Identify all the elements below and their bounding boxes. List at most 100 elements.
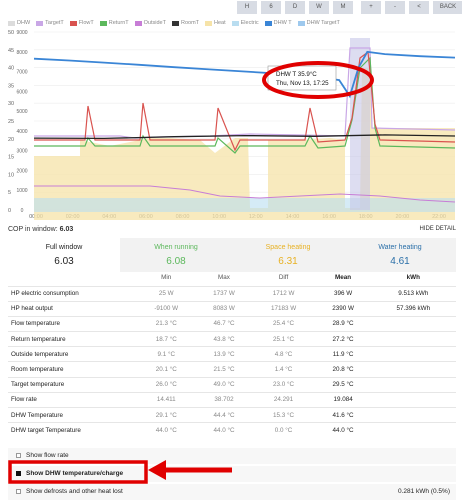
legend-item-dhw[interactable]: DHW xyxy=(8,18,30,28)
col-header-min: Min xyxy=(161,274,172,282)
legend-item-target[interactable]: TargetT xyxy=(36,18,64,28)
checkbox-flow-rate[interactable] xyxy=(16,453,21,458)
nav-hour-button[interactable]: H xyxy=(237,1,257,14)
pan-left-button[interactable]: < xyxy=(409,1,429,14)
diff-value: 25.1 °C xyxy=(251,331,316,347)
zoom-in-button[interactable]: + xyxy=(361,1,381,14)
table-row: Target temperature 26.0 °C 49.0 °C 23.0 °C 2… xyxy=(8,376,456,393)
legend-item-flow[interactable]: FlowT xyxy=(69,18,94,28)
min-value: 29.1 °C xyxy=(136,406,197,423)
legend-item-return[interactable]: ReturnT xyxy=(99,18,129,28)
diff-value: 15.3 °C xyxy=(251,406,316,423)
table-row: Flow temperature 21.3 °C 46.7 °C 25.4 °C 28.… xyxy=(8,315,456,332)
row-label: Flow rate xyxy=(8,391,136,408)
legend-item-electric[interactable]: Electric xyxy=(231,18,259,28)
heat-output-area xyxy=(34,68,455,220)
tooltip-line-2: Thu, Nov 13, 17:25 xyxy=(276,80,329,87)
y-right-tick-label: 8000 xyxy=(16,50,27,56)
tab-label: Space heating xyxy=(265,244,311,251)
tab-value: 4.61 xyxy=(390,256,410,267)
option-show-defrosts[interactable]: Show defrosts and other heat lost 0.281 … xyxy=(8,484,456,500)
tooltip-line-1: DHW T 35.9°C xyxy=(276,71,317,78)
row-label: HP heat output xyxy=(8,300,136,317)
series-line-roomt xyxy=(33,134,456,140)
checkbox-dhw[interactable] xyxy=(16,471,21,476)
hide-detail-link[interactable]: HIDE DETAIL xyxy=(419,226,456,232)
nav-day-button[interactable]: D xyxy=(285,1,305,14)
diff-value: 0.0 °C xyxy=(251,422,316,438)
cop-label: COP in window: xyxy=(8,226,58,233)
legend-item-heat[interactable]: Heat xyxy=(205,18,226,28)
nav-month-button[interactable]: M xyxy=(333,1,353,14)
y-left-tick-label: 30 xyxy=(8,101,14,107)
defrost-heat-lost-value: 0.281 kWh (0.5%) xyxy=(397,488,450,495)
y-right-tick-label: 1000 xyxy=(16,188,27,194)
kwh-value xyxy=(370,331,456,347)
max-value: 44.0 °C xyxy=(196,422,252,438)
zoom-out-button[interactable]: - xyxy=(385,1,405,14)
diff-value: 24.291 xyxy=(251,391,316,408)
diff-value: 1712 W xyxy=(251,285,316,302)
cop-readout: COP in window: 6.03 xyxy=(8,226,73,233)
min-value: 25 W xyxy=(136,285,197,302)
col-header-name xyxy=(8,270,136,286)
max-value: 21.5 °C xyxy=(196,361,252,378)
y-right-tick-label: 4000 xyxy=(16,129,27,135)
option-label: Show flow rate xyxy=(26,452,69,459)
row-label: Flow temperature xyxy=(8,315,136,332)
max-value: 49.0 °C xyxy=(196,376,252,393)
mean-value: 27.2 °C xyxy=(315,331,371,347)
kwh-value: 57.396 kWh xyxy=(370,300,456,317)
y-left-tick-label: 15 xyxy=(8,155,14,161)
row-label: DHW target Temperature xyxy=(8,422,136,438)
annotation-circle xyxy=(262,61,374,99)
y-right-tick-label: 3000 xyxy=(16,149,27,155)
nav-6h-button[interactable]: 6 xyxy=(261,1,281,14)
diff-value: 25.4 °C xyxy=(251,315,316,332)
outside-temp-line xyxy=(34,185,456,203)
kwh-value xyxy=(370,422,456,438)
y-left-tick-label: 50 xyxy=(8,30,14,36)
tab-label: Water heating xyxy=(378,244,422,251)
row-label: Target temperature xyxy=(8,376,136,393)
legend-item-dhw-target[interactable]: DHW TargetT xyxy=(297,18,340,28)
tab-label: When running xyxy=(154,244,198,251)
tab-value: 6.08 xyxy=(166,256,186,267)
y-right-tick-label: 7000 xyxy=(16,70,27,76)
option-show-flow-rate[interactable]: Show flow rate xyxy=(8,448,456,464)
legend-item-outside[interactable]: OutsideT xyxy=(134,18,166,28)
min-value: 44.0 °C xyxy=(136,422,197,438)
back-button[interactable]: BACK xyxy=(434,1,462,14)
mean-value: 28.9 °C xyxy=(315,315,371,332)
option-show-dhw[interactable]: Show DHW temperature/charge xyxy=(8,466,456,482)
table-row: Room temperature 20.1 °C 21.5 °C 1.4 °C 20.8… xyxy=(8,361,456,378)
diff-value: 17183 W xyxy=(251,300,316,317)
row-label: HP electric consumption xyxy=(8,285,136,302)
table-row: DHW Temperature 29.1 °C 44.4 °C 15.3 °C 41.6… xyxy=(8,406,456,423)
min-value: 14.411 xyxy=(136,391,197,408)
tab-water-heating[interactable]: Water heating 4.61 xyxy=(344,244,456,267)
legend-item-dhw-t[interactable]: DHW T xyxy=(264,18,292,28)
y-left-tick-label: 45 xyxy=(8,48,14,54)
tab-space-heating[interactable]: Space heating 6.31 xyxy=(232,244,344,267)
table-row: DHW target Temperature 44.0 °C 44.0 °C 0.0 … xyxy=(8,422,456,438)
max-value: 38.702 xyxy=(196,391,252,408)
option-label: Show DHW temperature/charge xyxy=(26,470,124,477)
diff-value: 4.8 °C xyxy=(251,346,316,362)
min-value: 18.7 °C xyxy=(136,331,197,347)
legend-item-room[interactable]: RoomT xyxy=(171,18,199,28)
tab-when-running[interactable]: When running 6.08 xyxy=(120,244,232,267)
min-value: 20.1 °C xyxy=(136,361,197,378)
tab-full-window[interactable]: Full window 6.03 xyxy=(8,238,120,272)
y-left-tick-label: 35 xyxy=(8,83,14,89)
col-header-mean: Mean xyxy=(335,274,352,282)
mean-value: 41.6 °C xyxy=(315,406,371,423)
checkbox-defrosts[interactable] xyxy=(16,489,21,494)
cop-summary-tabs: Full window 6.03 When running 6.08 Space… xyxy=(8,238,456,272)
nav-week-button[interactable]: W xyxy=(309,1,329,14)
series-line-dhw-t xyxy=(33,50,456,99)
min-value: 26.0 °C xyxy=(136,376,197,393)
heatpump-chart[interactable]: 0 5 10 15 20 25 30 35 40 45 50 0 1000 2000 3000 4000 500… xyxy=(0,28,464,220)
y-left-tick-label: 20 xyxy=(8,137,14,143)
